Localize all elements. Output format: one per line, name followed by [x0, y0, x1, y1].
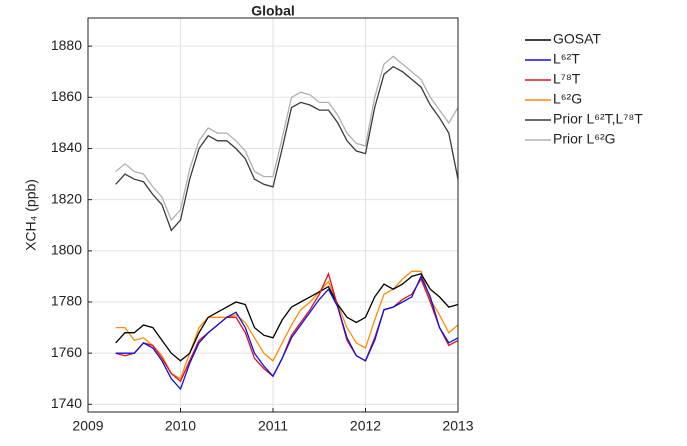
legend-label: GOSAT: [553, 31, 601, 47]
legend-label: L⁶²G: [553, 91, 582, 107]
x-tick-label: 2012: [350, 418, 381, 434]
legend-label: Prior L⁶²G: [553, 131, 616, 147]
series-line: [115, 273, 459, 362]
series-line: [115, 274, 459, 391]
y-axis-label: XCH₄ (ppb): [23, 179, 39, 251]
x-tick-label: 2011: [258, 418, 288, 434]
series-line: [115, 55, 459, 222]
legend-label: L⁶²T: [553, 51, 580, 67]
y-tick-label: 1860: [51, 88, 82, 104]
series-line: [115, 65, 459, 232]
y-tick-label: 1840: [51, 139, 82, 155]
y-tick-label: 1820: [51, 190, 82, 206]
y-tick-label: 1780: [51, 293, 82, 309]
y-tick-label: 1740: [51, 395, 82, 411]
legend-label: Prior L⁶²T,L⁷⁸T: [553, 111, 643, 127]
chart-title: Global: [251, 3, 295, 19]
y-tick-label: 1800: [51, 242, 82, 258]
x-tick-label: 2009: [72, 418, 103, 434]
y-tick-label: 1880: [51, 37, 82, 53]
y-tick-label: 1760: [51, 344, 82, 360]
plot-frame: [87, 17, 459, 413]
legend-label: L⁷⁸T: [553, 71, 581, 87]
x-tick-label: 2013: [442, 418, 473, 434]
x-tick-label: 2010: [165, 418, 196, 434]
